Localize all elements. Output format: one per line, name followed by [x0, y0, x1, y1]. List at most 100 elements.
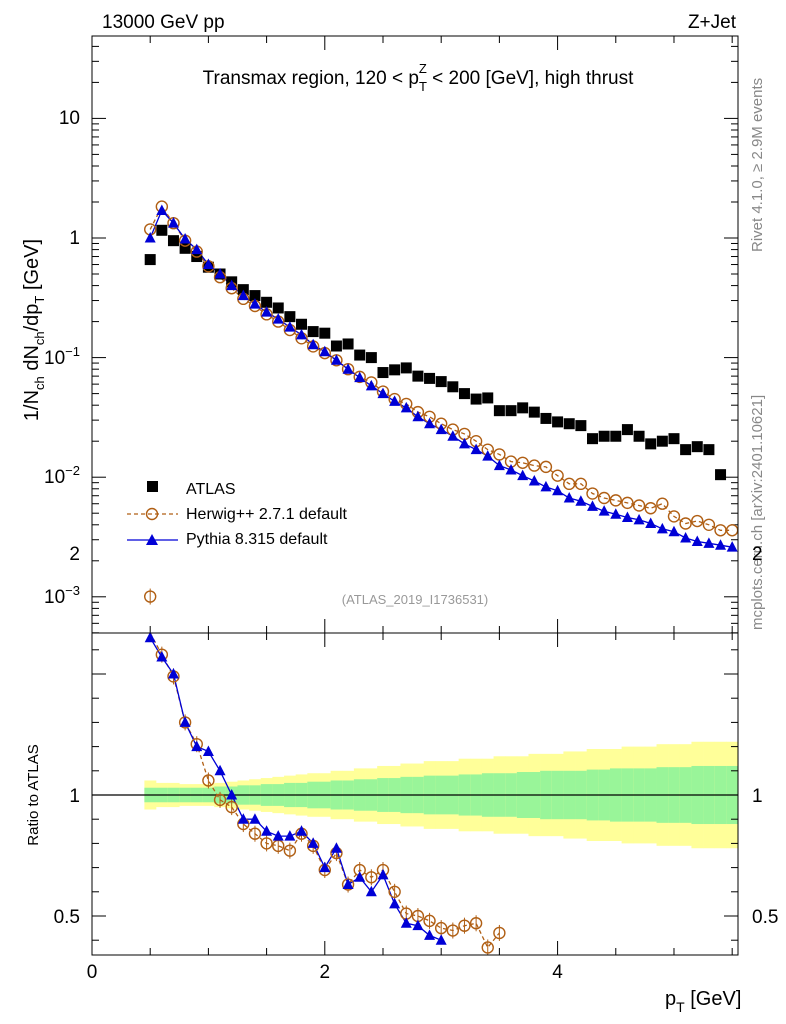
atlas-point [633, 430, 645, 442]
pythia-point [307, 338, 319, 350]
pythia-point [482, 450, 494, 461]
atlas-point [330, 340, 342, 352]
atlas-point [296, 318, 308, 330]
ratio-pythia-point [191, 740, 203, 752]
pythia-point [284, 321, 296, 332]
atlas-point [691, 441, 703, 453]
pythia-point [365, 379, 377, 391]
rivet-label: Rivet 4.1.0, ≥ 2.9M events [749, 78, 766, 252]
pythia-point [691, 535, 703, 546]
pythia-point [237, 289, 249, 301]
pythia-point [645, 517, 657, 529]
ratio-ytick-label-right: 0.5 [752, 907, 778, 928]
pythia-point [610, 508, 622, 519]
ratio-pythia-point [342, 878, 354, 890]
ratio-herwig-point [202, 774, 215, 787]
ratio-herwig-point [458, 919, 471, 932]
atlas-point [365, 352, 377, 364]
ratio-panel: Ratio to ATLAS pT [GeV] 0.5 0.5 1 1 2 2 0 2 4 [25, 544, 778, 1015]
ytick-label-0.001: 10−3 [44, 583, 80, 608]
ratio-pythia-point [214, 764, 226, 776]
pythia-point [680, 532, 692, 543]
ratio-herwig-point [423, 914, 436, 928]
pythia-point [296, 328, 308, 340]
ratio-herwig-point [143, 590, 157, 603]
atlas-point [493, 405, 505, 417]
atlas-point [354, 349, 366, 361]
pythia-point [319, 345, 331, 357]
ratio-pythia-point [354, 871, 366, 882]
atlas-point [261, 296, 273, 308]
xlabel: pT [GeV] [665, 988, 741, 1015]
legend: ATLAS Herwig++ 2.7.1 default Pythia 8.31… [127, 481, 348, 548]
atlas-point [668, 433, 680, 445]
ratio-herwig-point [446, 924, 460, 937]
atlas-point [470, 393, 482, 405]
atlas-point [284, 311, 296, 323]
ratio-pythia-point [156, 651, 168, 662]
ratio-pythia-point [365, 885, 377, 897]
legend-label-pythia: Pythia 8.315 default [186, 531, 328, 548]
plot-title: Transmax region, 120 < pTZ < 200 [GeV], … [203, 61, 634, 94]
herwig-line [149, 205, 733, 531]
pythia-point [179, 233, 191, 244]
ratio-herwig-point [213, 793, 227, 807]
pythia-point [668, 525, 680, 537]
pythia-point [435, 423, 447, 435]
xtick-label: 0 [87, 962, 98, 983]
herwig-point [586, 487, 599, 500]
atlas-point [342, 338, 354, 350]
ratio-pythia-point [226, 789, 238, 800]
herwig-point [551, 469, 564, 482]
pythia-point [505, 463, 517, 475]
ratio-herwig-point [225, 800, 238, 814]
atlas-point [680, 444, 692, 456]
atlas-point [563, 418, 575, 430]
ytick-label-1: 1 [69, 228, 80, 249]
atlas-point [587, 433, 599, 445]
atlas-point [447, 381, 459, 393]
pythia-point [412, 410, 424, 422]
ratio-pythia-point [179, 716, 191, 727]
pythia-point [621, 511, 633, 523]
ratio-pythia-point [144, 631, 156, 643]
pythia-point [214, 268, 226, 279]
ratio-herwig-point [493, 926, 506, 940]
pythia-point [493, 459, 505, 471]
atlas-point [598, 430, 610, 442]
ratio-ytick-label-left: 0.5 [54, 907, 80, 928]
legend-marker-pythia [146, 534, 158, 545]
pythia-point [447, 430, 459, 441]
ratio-pythia-point [237, 813, 249, 824]
ratio-ytick-label-right: 1 [752, 786, 763, 807]
atlas-point [505, 405, 517, 417]
atlas-point [715, 469, 727, 481]
pythia-point [528, 474, 540, 486]
herwig-point [632, 499, 646, 512]
pythia-point [587, 500, 599, 511]
pythia-point [272, 313, 284, 324]
ratio-pythia-point [284, 830, 296, 841]
main-data-marks [143, 200, 739, 552]
herwig-point [597, 491, 611, 505]
atlas-point [377, 367, 389, 379]
xtick-labels: 0 2 4 [87, 962, 564, 983]
atlas-point [528, 406, 540, 418]
herwig-point [656, 497, 669, 510]
ratio-herwig-point [388, 885, 401, 898]
herwig-point [702, 518, 716, 531]
atlas-point [482, 392, 494, 404]
atlas-point [249, 290, 261, 302]
ratio-pythia-point [330, 842, 342, 853]
atlas-point [656, 435, 668, 447]
ytick-label-10: 10 [59, 108, 80, 129]
main-ylabel: 1/Nch dNch/dpT [GeV] [21, 239, 47, 421]
ratio-pythia-point [400, 917, 412, 928]
pythia-point [400, 401, 412, 413]
ratio-herwig-point [365, 871, 378, 884]
ytick-label-0.01: 10−2 [44, 463, 80, 488]
atlas-point [167, 235, 179, 247]
atlas-point [144, 254, 156, 266]
ratio-pythia-point [261, 825, 273, 836]
herwig-point [539, 460, 553, 474]
